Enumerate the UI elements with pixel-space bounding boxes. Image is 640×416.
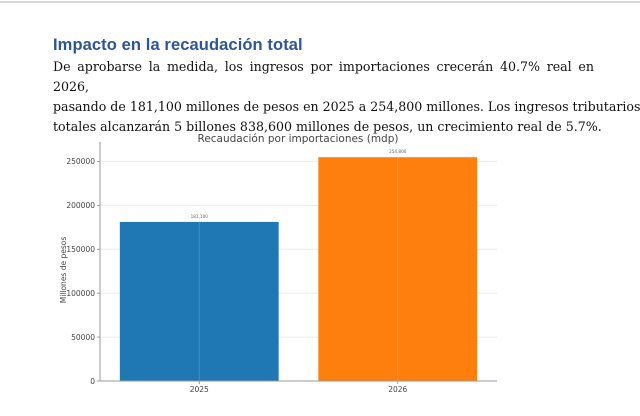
y-tick-label: 100000 bbox=[66, 289, 95, 298]
y-tick-label: 50000 bbox=[71, 333, 95, 342]
body-paragraph: De aprobarse la medida, los ingresos por… bbox=[53, 57, 640, 137]
y-tick-label: 0 bbox=[90, 377, 95, 386]
bar-value-label: 254,800 bbox=[389, 149, 407, 154]
y-tick-label: 200000 bbox=[66, 201, 95, 210]
chart-title: Recaudación por importaciones (mdp) bbox=[198, 133, 399, 145]
x-tick-label: 2026 bbox=[388, 385, 407, 394]
bars-layer: 181,100 254,800 bbox=[119, 146, 478, 381]
page-top-rule bbox=[0, 1, 640, 3]
section-heading: Impacto en la recaudación total bbox=[53, 36, 303, 54]
bar-2026 bbox=[318, 157, 478, 381]
paragraph-line: De aprobarse la medida, los ingresos por… bbox=[53, 59, 594, 94]
bar-value-label: 181,100 bbox=[191, 214, 209, 219]
paragraph-line: pasando de 181,100 millones de pesos en … bbox=[53, 99, 640, 114]
bar-2025 bbox=[119, 221, 279, 381]
paragraph-line: totales alcanzarán 5 billones 838,600 mi… bbox=[53, 119, 602, 134]
y-tick-label: 250000 bbox=[66, 157, 95, 166]
y-tick-label: 150000 bbox=[66, 245, 95, 254]
axes-layer: 0 50000 100000 150000 200000 250000 2025 2026 bbox=[66, 142, 497, 394]
y-axis-label: Millones de pesos bbox=[59, 237, 68, 304]
x-tick-label: 2025 bbox=[190, 385, 209, 394]
